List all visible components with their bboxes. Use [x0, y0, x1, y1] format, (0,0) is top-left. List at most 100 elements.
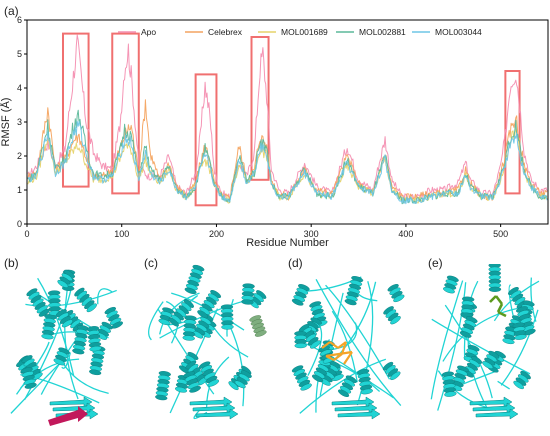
helix: [338, 375, 357, 398]
loop-coil: [442, 307, 518, 362]
highlight-box-4: [250, 36, 270, 181]
beta-strand: [195, 408, 239, 420]
helix: [20, 367, 37, 389]
helix: [241, 283, 255, 305]
helix: [357, 369, 373, 395]
panel-label-d: (d): [288, 256, 303, 270]
y-tick-label: 6: [17, 15, 22, 25]
loop-coil: [331, 310, 358, 383]
loop-coil: [431, 318, 531, 375]
helix: [450, 365, 469, 391]
loop-coil: [61, 352, 71, 369]
y-axis-ticks: 0 1 2 3 4 5 6: [17, 15, 27, 229]
helix: [291, 284, 310, 306]
loop-coil: [307, 326, 323, 376]
legend-label: Celebrex: [208, 27, 243, 37]
helix: [344, 276, 364, 306]
loop-coil: [159, 292, 200, 335]
helix: [55, 309, 73, 328]
y-tick-label: 2: [17, 151, 22, 161]
y-tick-label: 3: [17, 117, 22, 127]
legend-label: Apo: [141, 27, 156, 37]
panel-label-a: (a): [4, 4, 19, 18]
helix: [72, 325, 90, 355]
y-tick-label: 0: [17, 219, 22, 229]
loop-coil: [37, 277, 75, 376]
helix: [294, 330, 307, 349]
protein-structure-d: [291, 276, 405, 420]
beta-strand: [189, 396, 233, 408]
helix: [387, 284, 405, 303]
y-tick-label: 4: [17, 83, 22, 93]
helix: [183, 371, 201, 393]
beta-strand: [337, 408, 381, 420]
helix: [184, 264, 205, 295]
helix: [443, 275, 459, 294]
helix: [482, 350, 500, 369]
x-tick-label: 0: [24, 229, 29, 239]
x-tick-label: 500: [493, 229, 508, 239]
helix: [197, 290, 222, 319]
y-tick-label: 5: [17, 49, 22, 59]
beta-strand: [475, 408, 519, 420]
highlight-boxes: [61, 32, 521, 207]
panel-label-c: (c): [144, 256, 158, 270]
helix: [383, 306, 401, 325]
y-axis-label: RMSF (Å): [0, 98, 12, 147]
series-lines: [27, 34, 548, 205]
helix: [234, 370, 252, 389]
x-tick-label: 100: [114, 229, 129, 239]
helix: [513, 370, 531, 390]
loop-coil: [40, 339, 77, 395]
helix: [57, 269, 75, 288]
helix: [460, 296, 475, 318]
loop-coil: [225, 318, 245, 407]
helix: [74, 287, 97, 313]
highlight-box-1: [61, 32, 90, 188]
series-line-mol002881: [27, 109, 548, 205]
loop-coil: [299, 358, 387, 414]
helix: [89, 345, 106, 376]
helix: [86, 326, 102, 352]
highlight-box-2: [111, 32, 140, 195]
series-line-celebrex: [27, 99, 548, 201]
highlight-box-3: [194, 73, 218, 207]
helix: [488, 264, 502, 292]
helix: [104, 306, 123, 329]
loop-coil: [315, 278, 402, 407]
legend: Apo Celebrex MOL001689 MOL002881 MOL003044: [118, 27, 482, 37]
helix: [26, 288, 50, 317]
loop-coil: [500, 309, 539, 386]
helix: [182, 315, 197, 341]
x-tick-label: 300: [304, 229, 319, 239]
helix: [516, 306, 536, 336]
protein-structure-e: [430, 264, 540, 420]
beta-strand: [49, 396, 93, 408]
legend-label: MOL003044: [435, 27, 482, 37]
loop-coil: [497, 380, 510, 390]
helix: [291, 365, 312, 391]
helix: [155, 371, 171, 401]
ligand-molecule: [321, 341, 353, 365]
helix: [158, 307, 175, 326]
panel-label-b: (b): [4, 256, 19, 270]
y-tick-label: 1: [17, 185, 22, 195]
protein-structure-c: [148, 264, 267, 420]
helix: [441, 371, 457, 397]
loop-coil: [430, 280, 464, 400]
x-tick-label: 400: [398, 229, 413, 239]
helix: [168, 299, 194, 327]
highlighted-helix: [249, 315, 267, 337]
helix: [41, 314, 57, 340]
beta-strand: [469, 396, 513, 408]
helix: [512, 322, 527, 340]
loop-coil: [437, 282, 467, 411]
protein-structure-b: [10, 269, 123, 426]
helix: [220, 304, 234, 330]
loop-coil: [325, 284, 391, 380]
loop-coil: [97, 288, 113, 305]
legend-label: MOL002881: [359, 27, 406, 37]
rmsf-chart: 0 100 200 300 400 500 0 1 2 3 4 5 6 RMSF (Å) Residu…: [0, 15, 549, 249]
beta-strand: [331, 396, 375, 408]
legend-label: MOL001689: [281, 27, 328, 37]
